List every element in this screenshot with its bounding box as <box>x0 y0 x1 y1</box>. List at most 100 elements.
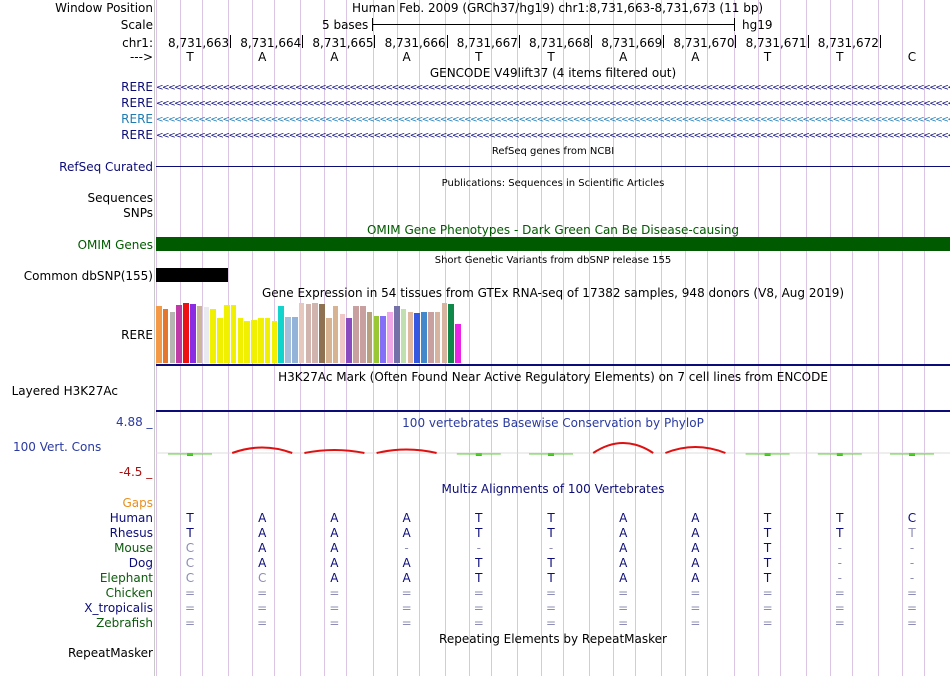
phylop-track-title[interactable]: 100 vertebrates Basewise Conservation by… <box>402 416 704 430</box>
aligned-base: = <box>473 601 484 615</box>
gtex-tissue-bar[interactable] <box>237 318 244 363</box>
refseq-track-title[interactable]: RefSeq genes from NCBI <box>491 146 615 157</box>
gtex-tissue-bar[interactable] <box>414 313 420 363</box>
species-label[interactable]: Human <box>109 511 153 525</box>
gencode-transcript[interactable]: <<<<<<<<<<<<<<<<<<<<<<<<<<<<<<<<<<<<<<<<… <box>156 132 950 140</box>
h3k27ac-track-title[interactable]: H3K27Ac Mark (Often Found Near Active Re… <box>278 370 828 384</box>
gtex-tissue-bar[interactable] <box>312 303 318 363</box>
gtex-tissue-bar[interactable] <box>332 306 339 363</box>
gtex-tissue-bar[interactable] <box>434 312 441 363</box>
species-label[interactable]: Zebrafish <box>96 616 153 630</box>
gtex-track-title[interactable]: Gene Expression in 54 tissues from GTEx … <box>261 286 845 300</box>
gtex-tissue-bar[interactable] <box>230 305 237 363</box>
base-guide-line <box>324 0 326 676</box>
gencode-transcript-label[interactable]: RERE <box>121 96 153 110</box>
gtex-tissue-bar[interactable] <box>278 306 284 363</box>
gencode-transcript[interactable]: <<<<<<<<<<<<<<<<<<<<<<<<<<<<<<<<<<<<<<<<… <box>156 84 950 92</box>
sequences-label[interactable]: Sequences <box>87 191 153 205</box>
gtex-tissue-bar[interactable] <box>428 312 434 363</box>
repeatmasker-track-title[interactable]: Repeating Elements by RepeatMasker <box>439 632 667 646</box>
gencode-track-title[interactable]: GENCODE V49lift37 (4 items filtered out) <box>429 66 677 80</box>
gtex-tissue-bar[interactable] <box>326 318 332 363</box>
snps-label[interactable]: SNPs <box>123 206 153 220</box>
base-guide-line <box>685 0 687 676</box>
gencode-transcript[interactable]: <<<<<<<<<<<<<<<<<<<<<<<<<<<<<<<<<<<<<<<<… <box>156 116 950 124</box>
common-dbsnp-label[interactable]: Common dbSNP(155) <box>23 269 153 283</box>
gtex-tissue-bar[interactable] <box>176 305 182 363</box>
gtex-tissue-bar[interactable] <box>196 306 203 363</box>
species-label[interactable]: Chicken <box>105 586 153 600</box>
gtex-tissue-bar[interactable] <box>448 304 454 363</box>
gaps-label[interactable]: Gaps <box>122 496 153 510</box>
species-label[interactable]: Dog <box>128 556 153 570</box>
gtex-tissue-bar[interactable] <box>298 303 305 363</box>
gtex-tissue-bar[interactable] <box>455 324 461 363</box>
gtex-tissue-bar[interactable] <box>162 309 169 363</box>
gtex-tissue-bar[interactable] <box>183 303 189 363</box>
species-label[interactable]: Elephant <box>99 571 153 585</box>
gtex-tissue-bar[interactable] <box>190 304 196 363</box>
aligned-base: C <box>185 571 195 585</box>
gtex-tissue-bar[interactable] <box>251 320 257 363</box>
publications-track-title[interactable]: Publications: Sequences in Scientific Ar… <box>441 178 665 189</box>
position-tick <box>735 35 737 48</box>
gtex-tissue-bar[interactable] <box>441 303 448 363</box>
aligned-base: - <box>548 541 554 555</box>
gencode-transcript[interactable]: <<<<<<<<<<<<<<<<<<<<<<<<<<<<<<<<<<<<<<<<… <box>156 100 950 108</box>
gtex-tissue-bar[interactable] <box>421 312 427 363</box>
aligned-base: = <box>618 601 629 615</box>
gtex-tissue-bar[interactable] <box>380 316 386 363</box>
aligned-base: - <box>404 541 409 555</box>
dbsnp-track-title[interactable]: Short Genetic Variants from dbSNP releas… <box>434 255 672 266</box>
gencode-transcript-label[interactable]: RERE <box>121 80 153 94</box>
gtex-tissue-bar[interactable] <box>373 316 380 363</box>
gencode-transcript-label[interactable]: RERE <box>121 112 153 126</box>
gtex-tissue-bar[interactable] <box>224 305 230 363</box>
omim-gene-bar[interactable] <box>156 237 950 251</box>
gencode-transcript-label[interactable]: RERE <box>121 128 153 142</box>
gtex-tissue-bar[interactable] <box>156 306 162 363</box>
phylop-track-label[interactable]: 100 Vert. Cons <box>13 440 102 454</box>
gtex-tissue-bar[interactable] <box>319 304 325 363</box>
gtex-tissue-bar[interactable] <box>387 312 393 363</box>
multiz-track-title[interactable]: Multiz Alignments of 100 Vertebrates <box>441 482 665 496</box>
gtex-tissue-bar[interactable] <box>264 318 271 363</box>
gtex-tissue-bar[interactable] <box>210 309 216 363</box>
omim-genes-label[interactable]: OMIM Genes <box>77 238 153 252</box>
gtex-tissue-bar[interactable] <box>353 306 359 363</box>
refseq-curated-label[interactable]: RefSeq Curated <box>59 160 153 174</box>
position-tick <box>230 35 231 48</box>
phylop-conservation-plot[interactable] <box>156 432 950 466</box>
repeatmasker-label[interactable]: RepeatMasker <box>67 646 153 660</box>
omim-track-title[interactable]: OMIM Gene Phenotypes - Dark Green Can Be… <box>366 223 740 237</box>
gtex-tissue-bar[interactable] <box>217 318 223 363</box>
gtex-tissue-bar[interactable] <box>271 321 278 363</box>
position-label: 8,731,668 <box>529 36 591 50</box>
species-label[interactable]: X_tropicalis <box>84 601 153 615</box>
gtex-tissue-bar[interactable] <box>292 317 298 363</box>
gtex-tissue-bar[interactable] <box>169 312 176 363</box>
gtex-tissue-bar[interactable] <box>394 306 400 363</box>
gtex-tissue-bar[interactable] <box>258 318 264 363</box>
layered-h3k27ac-label[interactable]: Layered H3K27Ac <box>11 384 118 398</box>
gtex-tissue-bar[interactable] <box>346 318 352 363</box>
gtex-tissue-bar[interactable] <box>244 321 250 363</box>
gtex-tissue-bar[interactable] <box>400 309 407 363</box>
gtex-tissue-bar[interactable] <box>407 312 414 363</box>
species-label[interactable]: Rhesus <box>109 526 153 540</box>
gtex-tissue-bar[interactable] <box>339 314 346 363</box>
gtex-tissue-bar[interactable] <box>203 307 210 363</box>
scale-bar-left-tick <box>372 18 373 31</box>
aligned-base: A <box>619 511 628 525</box>
refseq-gene-line[interactable] <box>156 166 950 167</box>
aligned-base: = <box>906 601 918 615</box>
gtex-tissue-bar[interactable] <box>366 312 373 363</box>
species-label[interactable]: Mouse <box>114 541 153 555</box>
base-guide-line <box>589 0 591 676</box>
gtex-tissue-bar[interactable] <box>360 306 366 363</box>
gtex-tissue-bar[interactable] <box>285 317 291 363</box>
gtex-tissue-bar[interactable] <box>305 304 312 363</box>
gtex-gene-label[interactable]: RERE <box>121 328 153 342</box>
dbsnp-variant-bar[interactable] <box>156 268 228 282</box>
